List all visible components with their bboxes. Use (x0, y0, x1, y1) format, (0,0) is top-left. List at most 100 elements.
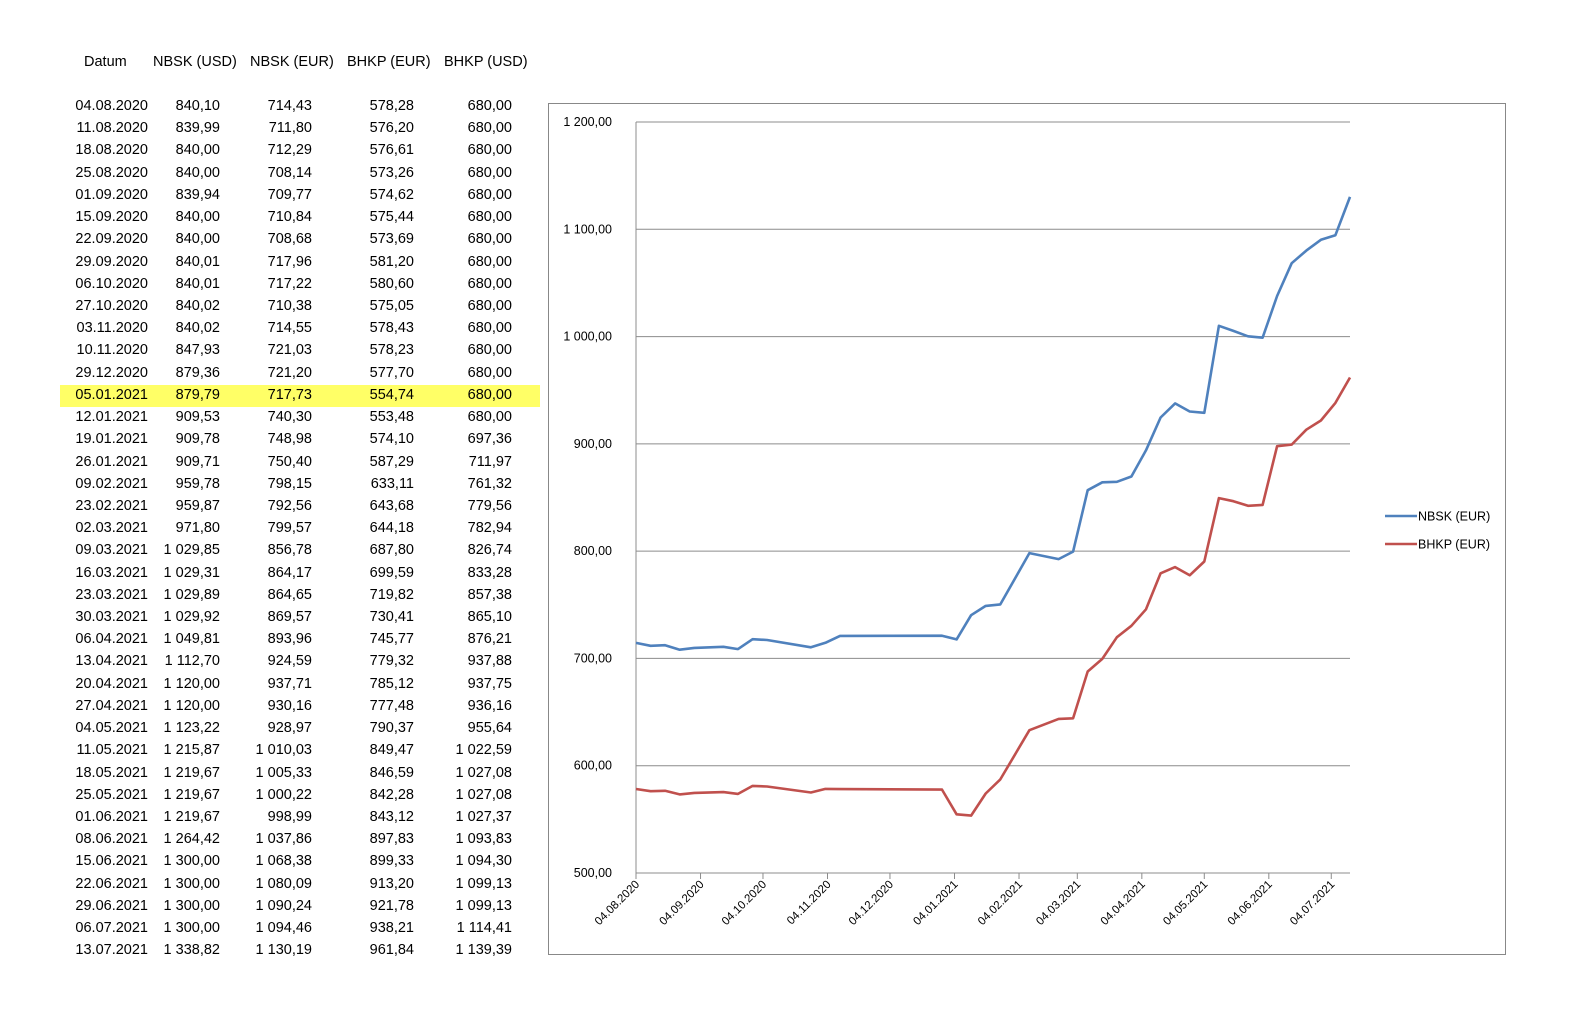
cell-nbsk-usd: 1 029,31 (163, 564, 220, 581)
cell-bhkp-usd: 680,00 (467, 98, 512, 114)
table-row: 04.08.2020 840,10 714,43 578,28 680,00 (60, 96, 540, 118)
cell-bhkp-usd: 680,00 (467, 342, 512, 359)
cell-nbsk-eur: 708,14 (267, 164, 312, 181)
cell-bhkp-eur: 785,12 (369, 675, 414, 692)
table-header: Datum NBSK (USD) NBSK (EUR) BHKP (EUR) B… (60, 51, 540, 75)
cell-nbsk-usd: 1 300,00 (163, 920, 220, 937)
y-tick-label: 1 000,00 (563, 330, 612, 344)
cell-bhkp-eur: 644,18 (369, 520, 414, 537)
table-row: 10.11.2020 847,93 721,03 578,23 680,00 (60, 340, 540, 362)
table-row: 22.06.2021 1 300,00 1 080,09 913,20 1 099,13 (60, 874, 540, 896)
cell-bhkp-usd: 761,32 (467, 475, 512, 492)
cell-date: 18.08.2020 (75, 142, 148, 159)
cell-bhkp-usd: 1 139,39 (455, 942, 512, 959)
cell-nbsk-eur: 1 080,09 (255, 875, 312, 892)
cell-bhkp-eur: 899,33 (369, 853, 414, 870)
table-row: 22.09.2020 840,00 708,68 573,69 680,00 (60, 229, 540, 251)
cell-nbsk-eur: 1 000,22 (255, 786, 312, 803)
cell-nbsk-usd: 959,87 (175, 497, 220, 514)
cell-bhkp-eur: 745,77 (369, 631, 414, 648)
x-tick-label: 04.01.2021 (911, 879, 960, 928)
cell-bhkp-eur: 849,47 (369, 742, 414, 759)
cell-bhkp-eur: 577,70 (369, 364, 414, 381)
cell-date: 29.06.2021 (75, 897, 148, 914)
cell-bhkp-usd: 936,16 (467, 697, 512, 714)
table-row: 09.02.2021 959,78 798,15 633,11 761,32 (60, 474, 540, 496)
cell-nbsk-usd: 1 338,82 (163, 942, 220, 959)
cell-nbsk-usd: 840,00 (175, 142, 220, 159)
table-row: 27.04.2021 1 120,00 930,16 777,48 936,16 (60, 696, 540, 718)
cell-date: 06.04.2021 (75, 631, 148, 648)
cell-nbsk-eur: 710,84 (267, 209, 312, 226)
cell-date: 12.01.2021 (75, 409, 148, 426)
cell-date: 10.11.2020 (76, 342, 149, 359)
table-row: 06.07.2021 1 300,00 1 094,46 938,21 1 114,41 (60, 918, 540, 940)
y-tick-label: 500,00 (574, 866, 612, 880)
cell-nbsk-usd: 1 029,89 (163, 586, 220, 603)
header-bhkp-eur: BHKP (EUR) (347, 54, 431, 70)
table-row: 11.05.2021 1 215,87 1 010,03 849,47 1 022,59 (60, 740, 540, 762)
cell-date: 23.02.2021 (75, 497, 148, 514)
cell-nbsk-eur: 748,98 (267, 431, 312, 448)
cell-bhkp-usd: 1 099,13 (455, 897, 512, 914)
cell-date: 11.05.2021 (76, 742, 149, 759)
price-table: Datum NBSK (USD) NBSK (EUR) BHKP (EUR) B… (60, 51, 540, 958)
cell-date: 06.07.2021 (75, 920, 148, 937)
cell-date: 16.03.2021 (75, 564, 148, 581)
cell-date: 13.07.2021 (75, 942, 148, 959)
x-tick-label: 04.05.2021 (1161, 879, 1210, 928)
cell-nbsk-usd: 1 219,67 (163, 764, 220, 781)
table-row: 26.01.2021 909,71 750,40 587,29 711,97 (60, 452, 540, 474)
cell-bhkp-usd: 1 114,41 (456, 920, 512, 937)
cell-nbsk-eur: 798,15 (267, 475, 312, 492)
cell-bhkp-eur: 961,84 (369, 942, 414, 959)
table-row: 09.03.2021 1 029,85 856,78 687,80 826,74 (60, 540, 540, 562)
table-row: 19.01.2021 909,78 748,98 574,10 697,36 (60, 429, 540, 451)
cell-nbsk-usd: 1 300,00 (163, 897, 220, 914)
cell-nbsk-eur: 1 010,03 (255, 742, 312, 759)
cell-nbsk-usd: 1 215,87 (163, 742, 220, 759)
table-row: 03.11.2020 840,02 714,55 578,43 680,00 (60, 318, 540, 340)
cell-nbsk-eur: 1 068,38 (255, 853, 312, 870)
cell-bhkp-eur: 897,83 (369, 831, 414, 848)
table-row: 13.07.2021 1 338,82 1 130,19 961,84 1 139,39 (60, 940, 540, 962)
cell-nbsk-usd: 971,80 (175, 520, 220, 537)
cell-nbsk-eur: 856,78 (267, 542, 312, 559)
cell-nbsk-eur: 937,71 (267, 675, 312, 692)
cell-nbsk-eur: 721,03 (267, 342, 312, 359)
cell-nbsk-eur: 864,17 (267, 564, 312, 581)
cell-bhkp-eur: 581,20 (369, 253, 414, 270)
cell-bhkp-eur: 633,11 (370, 475, 414, 492)
table-row: 02.03.2021 971,80 799,57 644,18 782,94 (60, 518, 540, 540)
cell-bhkp-usd: 1 027,08 (455, 786, 512, 803)
cell-bhkp-usd: 697,36 (467, 431, 512, 448)
cell-bhkp-usd: 833,28 (467, 564, 512, 581)
cell-nbsk-usd: 839,94 (175, 186, 220, 203)
table-row: 15.09.2020 840,00 710,84 575,44 680,00 (60, 207, 540, 229)
cell-date: 06.10.2020 (75, 275, 148, 292)
cell-nbsk-usd: 1 300,00 (163, 853, 220, 870)
cell-bhkp-eur: 843,12 (369, 809, 414, 825)
cell-bhkp-eur: 554,74 (369, 386, 414, 403)
cell-nbsk-eur: 864,65 (267, 586, 312, 603)
cell-bhkp-eur: 846,59 (369, 764, 414, 781)
cell-nbsk-usd: 909,71 (175, 453, 220, 470)
cell-date: 03.11.2020 (76, 320, 149, 337)
cell-nbsk-usd: 879,36 (175, 364, 220, 381)
cell-nbsk-eur: 740,30 (267, 409, 312, 426)
cell-nbsk-usd: 840,00 (175, 164, 220, 181)
table-row: 29.09.2020 840,01 717,96 581,20 680,00 (60, 252, 540, 274)
cell-bhkp-usd: 680,00 (467, 231, 512, 248)
cell-nbsk-eur: 721,20 (267, 364, 312, 381)
table-row: 11.08.2020 839,99 711,80 576,20 680,00 (60, 118, 540, 140)
cell-bhkp-usd: 680,00 (467, 297, 512, 314)
x-tick-label: 04.10.2020 (720, 879, 769, 928)
cell-bhkp-eur: 699,59 (369, 564, 414, 581)
table-row: 06.10.2020 840,01 717,22 580,60 680,00 (60, 274, 540, 296)
x-tick-label: 04.06.2021 (1226, 879, 1275, 928)
cell-date: 01.06.2021 (75, 809, 148, 825)
cell-nbsk-eur: 893,96 (267, 631, 312, 648)
table-row: 23.03.2021 1 029,89 864,65 719,82 857,38 (60, 585, 540, 607)
series-line-nbsk-eur (635, 196, 1352, 652)
cell-nbsk-eur: 792,56 (267, 497, 312, 514)
